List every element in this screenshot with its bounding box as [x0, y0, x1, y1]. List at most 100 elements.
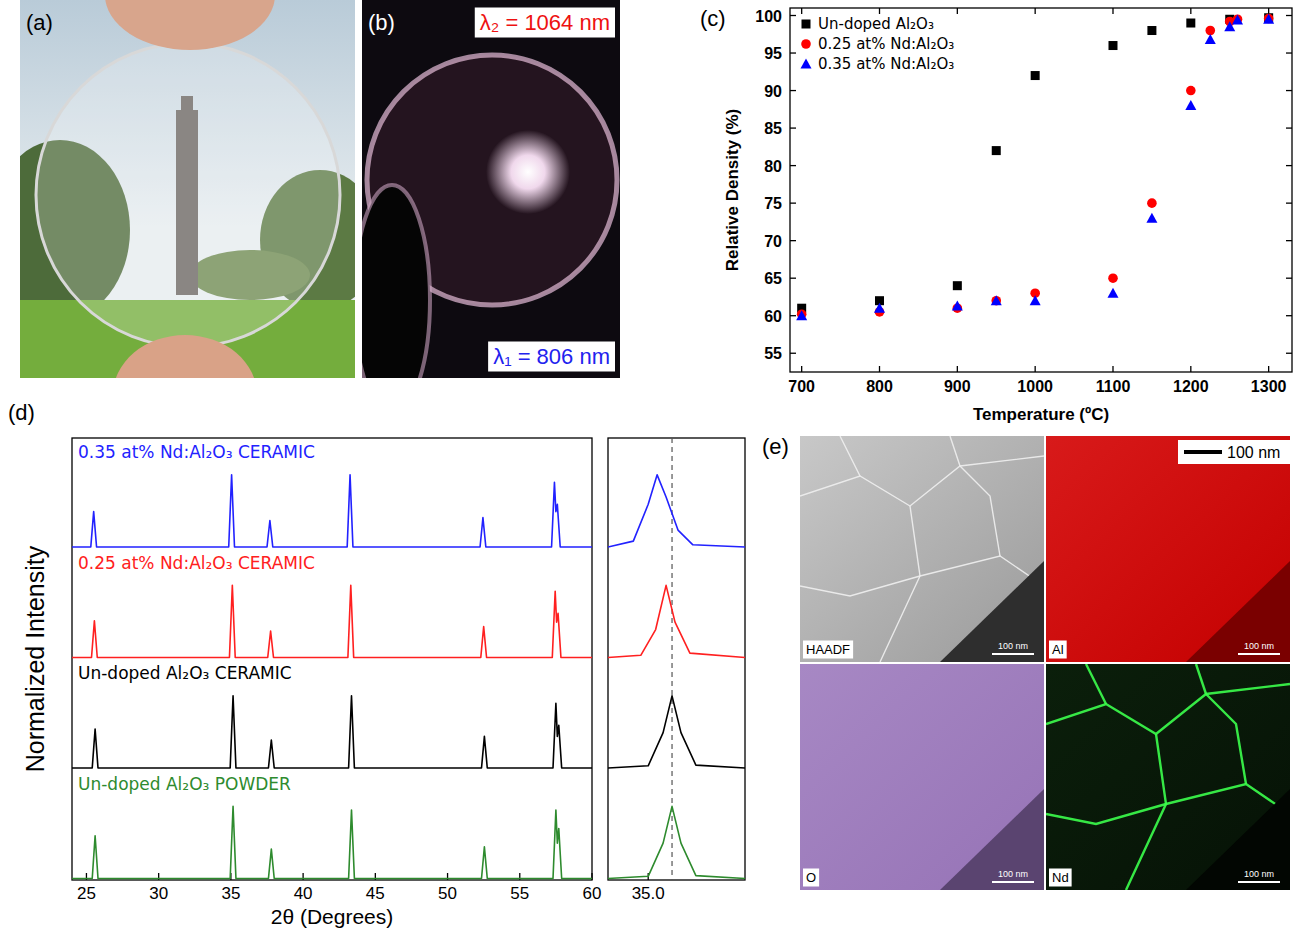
data-point [1186, 19, 1195, 28]
map-label: O [806, 870, 816, 885]
data-point [1263, 14, 1274, 24]
series-label: Un-doped Al₂O₃ POWDER [78, 774, 291, 794]
legend-label: 0.25 at% Nd:Al₂O₃ [818, 35, 954, 53]
y-tick [1286, 15, 1292, 16]
y-tick [1286, 240, 1292, 241]
thumb [362, 185, 430, 378]
map-tile [800, 436, 1044, 662]
series-label: Un-doped Al₂O₃ CERAMIC [78, 663, 292, 683]
xrd-trace [608, 696, 745, 768]
grain-boundary [960, 466, 1000, 556]
grain-boundary [1196, 664, 1206, 694]
series-label: 0.35 at% Nd:Al₂O₃ CERAMIC [78, 442, 315, 462]
map-background [800, 664, 1044, 890]
data-point [1233, 14, 1243, 24]
grain-boundary [1126, 734, 1166, 890]
label-background [1049, 641, 1067, 659]
x-tick-label: 900 [944, 378, 971, 395]
annotation: λ₁ = 806 nm [493, 344, 610, 369]
x-tick-label: 1000 [1017, 378, 1053, 395]
x-tick [801, 8, 802, 14]
x-tick-label: 50 [438, 884, 457, 903]
scale-label: 100 nm [1227, 444, 1280, 461]
xrd-trace [608, 585, 745, 657]
xrd-trace [72, 806, 592, 878]
label-background [76, 552, 317, 574]
data-point [874, 303, 885, 313]
grain-boundary [950, 436, 960, 466]
x-tick-label: 60 [583, 884, 602, 903]
xrd-trace [72, 585, 592, 657]
data-point [952, 300, 963, 310]
scale-label: 100 nm [1244, 641, 1274, 651]
y-tick [1286, 52, 1292, 53]
scale-label: 100 nm [1244, 869, 1274, 879]
xrd-trace [608, 475, 745, 547]
data-point [1264, 14, 1274, 24]
x-tick [957, 366, 958, 372]
map-tile [1046, 664, 1290, 890]
reference-line [671, 438, 672, 880]
y-tick-label: 70 [764, 233, 782, 250]
plot-frame [72, 438, 592, 880]
y-tick [790, 202, 796, 203]
x-tick [1268, 366, 1269, 372]
y-tick [790, 240, 796, 241]
grain-boundary [1046, 684, 1290, 734]
legend-marker [802, 20, 811, 29]
data-point [1147, 198, 1157, 208]
y-tick [1286, 353, 1292, 354]
y-tick [1286, 90, 1292, 91]
x-tick-label: 1200 [1173, 378, 1209, 395]
x-tick [1112, 8, 1113, 14]
panel-letter: (c) [700, 6, 726, 31]
x-tick [1190, 8, 1191, 14]
x-tick-label: 700 [788, 378, 815, 395]
y-tick [1286, 278, 1292, 279]
label-background [76, 441, 317, 463]
finger [105, 0, 275, 50]
series-label: 0.25 at% Nd:Al₂O₃ CERAMIC [78, 553, 315, 573]
y-tick-label: 85 [764, 120, 782, 137]
map-tile [800, 664, 1044, 890]
label-background [76, 662, 294, 684]
grain-boundary [800, 456, 1044, 506]
x-tick-label: 25 [77, 884, 96, 903]
x-tick [879, 8, 880, 14]
ceramic-disk [36, 43, 340, 347]
data-point [1108, 273, 1118, 283]
x-tick-label: 40 [294, 884, 313, 903]
sample-edge [940, 561, 1044, 662]
data-point [991, 295, 1002, 305]
data-point [992, 146, 1001, 155]
x-tick [801, 366, 802, 372]
scale-bar [1184, 450, 1222, 454]
grain-boundary [800, 576, 920, 596]
map-background [1046, 664, 1290, 890]
x-tick-label: 45 [366, 884, 385, 903]
scale-bar-background [1178, 440, 1290, 464]
map-background [1046, 436, 1290, 662]
finger [113, 335, 257, 378]
x-axis-title: Temperature (ºC) [973, 405, 1109, 424]
label-background [1049, 869, 1072, 887]
scale-bar [992, 653, 1034, 655]
scale-bar [992, 881, 1034, 883]
scale-bar [1238, 881, 1280, 883]
y-tick-label: 95 [764, 45, 782, 62]
sample-edge [1186, 789, 1290, 890]
y-tick-label: 55 [764, 345, 782, 362]
data-point [1186, 86, 1196, 96]
data-point [1205, 26, 1215, 36]
x-tick-label: 1100 [1096, 378, 1131, 395]
data-point [953, 281, 962, 290]
figure: (a)λ₂ = 1064 nmλ₁ = 806 nm(b)70080090010… [0, 0, 1297, 934]
y-tick [1286, 315, 1292, 316]
y-tick [1286, 202, 1292, 203]
map-background [800, 436, 1044, 662]
data-point [1030, 295, 1041, 305]
label-background [803, 641, 853, 659]
grain-boundary [1206, 694, 1246, 784]
y-tick-label: 75 [764, 195, 782, 212]
data-point [1031, 71, 1040, 80]
